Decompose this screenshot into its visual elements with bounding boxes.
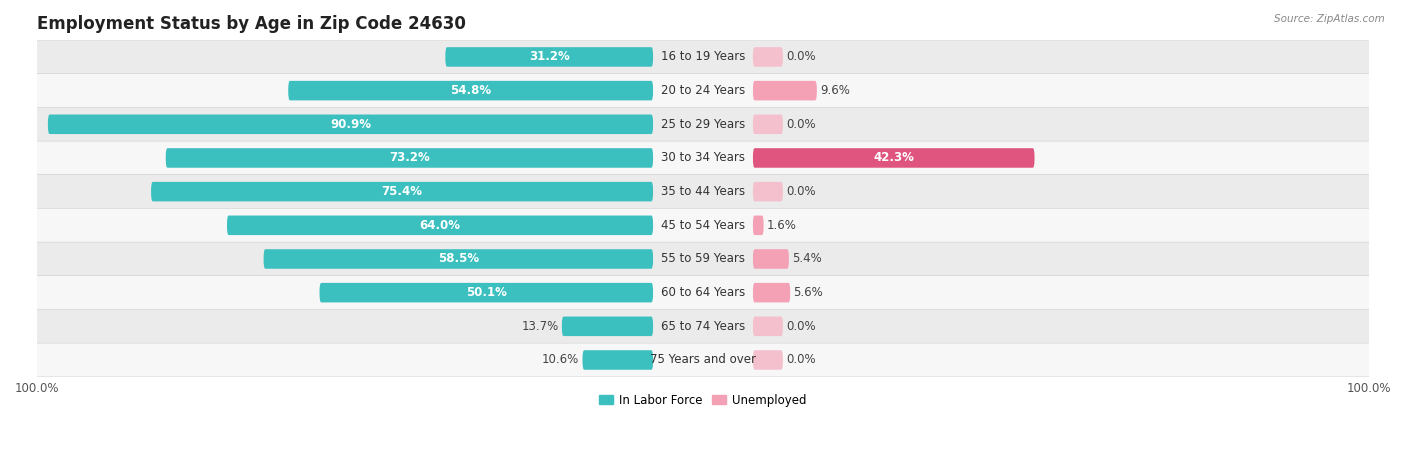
FancyBboxPatch shape [34, 208, 1372, 242]
FancyBboxPatch shape [754, 316, 783, 336]
FancyBboxPatch shape [754, 148, 1035, 168]
Text: 75 Years and over: 75 Years and over [650, 354, 756, 366]
FancyBboxPatch shape [150, 182, 652, 202]
FancyBboxPatch shape [446, 47, 652, 67]
FancyBboxPatch shape [34, 175, 1372, 208]
FancyBboxPatch shape [754, 182, 783, 202]
Text: 25 to 29 Years: 25 to 29 Years [661, 118, 745, 131]
Text: 75.4%: 75.4% [381, 185, 423, 198]
Text: 54.8%: 54.8% [450, 84, 491, 97]
FancyBboxPatch shape [34, 242, 1372, 276]
Text: 50.1%: 50.1% [465, 286, 506, 299]
FancyBboxPatch shape [562, 316, 652, 336]
Text: 42.3%: 42.3% [873, 152, 914, 164]
Text: 0.0%: 0.0% [786, 320, 815, 333]
Text: 5.6%: 5.6% [793, 286, 824, 299]
FancyBboxPatch shape [754, 283, 790, 302]
Text: 10.6%: 10.6% [541, 354, 579, 366]
Text: 64.0%: 64.0% [419, 219, 461, 232]
FancyBboxPatch shape [754, 47, 783, 67]
FancyBboxPatch shape [166, 148, 652, 168]
FancyBboxPatch shape [34, 343, 1372, 377]
FancyBboxPatch shape [754, 350, 783, 370]
FancyBboxPatch shape [263, 249, 652, 269]
Text: 0.0%: 0.0% [786, 354, 815, 366]
Text: 20 to 24 Years: 20 to 24 Years [661, 84, 745, 97]
Text: 1.6%: 1.6% [766, 219, 797, 232]
FancyBboxPatch shape [754, 216, 763, 235]
Text: 9.6%: 9.6% [820, 84, 851, 97]
FancyBboxPatch shape [48, 114, 652, 134]
FancyBboxPatch shape [34, 74, 1372, 108]
Text: 73.2%: 73.2% [389, 152, 430, 164]
Text: 0.0%: 0.0% [786, 118, 815, 131]
Text: 16 to 19 Years: 16 to 19 Years [661, 50, 745, 63]
Text: 55 to 59 Years: 55 to 59 Years [661, 252, 745, 266]
FancyBboxPatch shape [34, 276, 1372, 310]
Text: Source: ZipAtlas.com: Source: ZipAtlas.com [1274, 14, 1385, 23]
Text: 30 to 34 Years: 30 to 34 Years [661, 152, 745, 164]
Text: 35 to 44 Years: 35 to 44 Years [661, 185, 745, 198]
Text: 5.4%: 5.4% [792, 252, 823, 266]
FancyBboxPatch shape [34, 40, 1372, 74]
FancyBboxPatch shape [288, 81, 652, 100]
Text: 60 to 64 Years: 60 to 64 Years [661, 286, 745, 299]
Text: 0.0%: 0.0% [786, 50, 815, 63]
FancyBboxPatch shape [754, 114, 783, 134]
Text: 65 to 74 Years: 65 to 74 Years [661, 320, 745, 333]
FancyBboxPatch shape [319, 283, 652, 302]
FancyBboxPatch shape [582, 350, 652, 370]
Text: 31.2%: 31.2% [529, 50, 569, 63]
Text: Employment Status by Age in Zip Code 24630: Employment Status by Age in Zip Code 246… [37, 15, 467, 33]
Text: 58.5%: 58.5% [437, 252, 479, 266]
Text: 90.9%: 90.9% [330, 118, 371, 131]
Legend: In Labor Force, Unemployed: In Labor Force, Unemployed [595, 389, 811, 411]
FancyBboxPatch shape [754, 249, 789, 269]
FancyBboxPatch shape [754, 81, 817, 100]
Text: 0.0%: 0.0% [786, 185, 815, 198]
FancyBboxPatch shape [226, 216, 652, 235]
FancyBboxPatch shape [34, 310, 1372, 343]
Text: 13.7%: 13.7% [522, 320, 558, 333]
FancyBboxPatch shape [34, 108, 1372, 141]
Text: 45 to 54 Years: 45 to 54 Years [661, 219, 745, 232]
FancyBboxPatch shape [34, 141, 1372, 175]
